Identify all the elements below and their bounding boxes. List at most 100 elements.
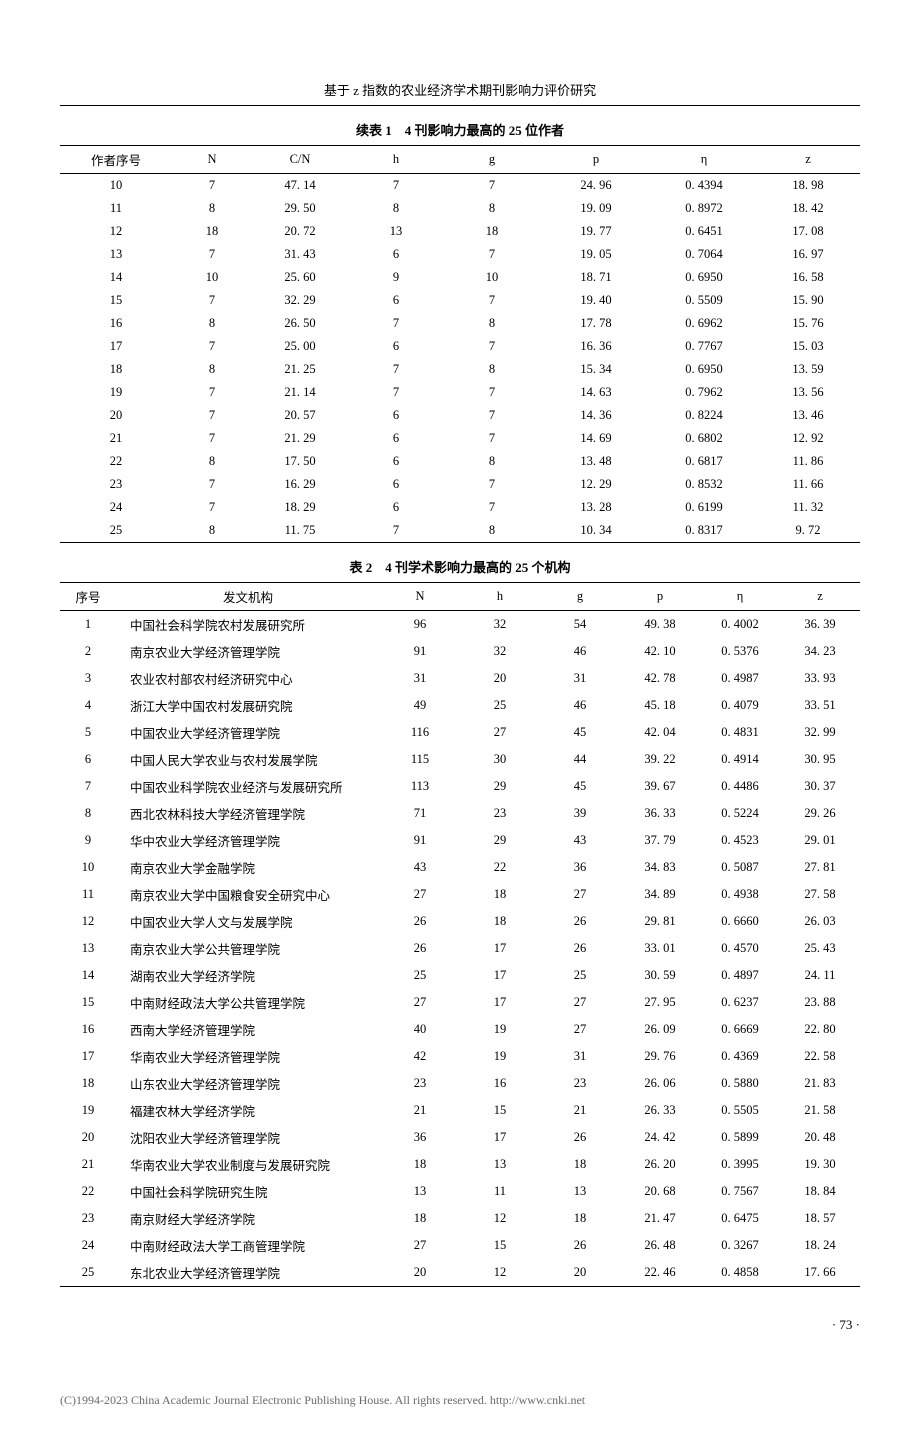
table-cell: 0. 4523 bbox=[700, 827, 780, 854]
table-cell: 11. 32 bbox=[756, 496, 860, 519]
table-cell: 91 bbox=[380, 827, 460, 854]
table-cell: 6 bbox=[348, 289, 444, 312]
table-cell: 0. 6802 bbox=[652, 427, 756, 450]
table-cell: 17. 66 bbox=[780, 1259, 860, 1287]
table-cell: 31 bbox=[380, 665, 460, 692]
table-row: 12中国农业大学人文与发展学院26182629. 810. 666026. 03 bbox=[60, 908, 860, 935]
table-cell: 18. 84 bbox=[780, 1178, 860, 1205]
table-cell: 34. 23 bbox=[780, 638, 860, 665]
table-cell: 19. 77 bbox=[540, 220, 652, 243]
table-row: 5中国农业大学经济管理学院116274542. 040. 483132. 99 bbox=[60, 719, 860, 746]
table-cell: 0. 6475 bbox=[700, 1205, 780, 1232]
table-cell: 19 bbox=[60, 381, 172, 404]
table-cell: 27 bbox=[460, 719, 540, 746]
table-cell: 113 bbox=[380, 773, 460, 800]
table-cell: 7 bbox=[172, 381, 252, 404]
table-cell: 22 bbox=[60, 450, 172, 473]
table-cell: 0. 5505 bbox=[700, 1097, 780, 1124]
table-row: 3农业农村部农村经济研究中心31203142. 780. 498733. 93 bbox=[60, 665, 860, 692]
table-cell: 15 bbox=[60, 989, 116, 1016]
table-cell: 0. 7962 bbox=[652, 381, 756, 404]
table-cell: 0. 8972 bbox=[652, 197, 756, 220]
table-cell: 26. 06 bbox=[620, 1070, 700, 1097]
table-cell: 116 bbox=[380, 719, 460, 746]
table-cell: 13 bbox=[460, 1151, 540, 1178]
table-cell: 农业农村部农村经济研究中心 bbox=[116, 665, 380, 692]
table-cell: 8 bbox=[172, 312, 252, 335]
table-cell: 18 bbox=[444, 220, 540, 243]
table-cell: 23 bbox=[380, 1070, 460, 1097]
table-row: 19721. 147714. 630. 796213. 56 bbox=[60, 381, 860, 404]
table-cell: 31 bbox=[540, 1043, 620, 1070]
table-cell: 25. 00 bbox=[252, 335, 348, 358]
table-cell: 中南财经政法大学公共管理学院 bbox=[116, 989, 380, 1016]
table-cell: 湖南农业大学经济学院 bbox=[116, 962, 380, 989]
table-cell: 20 bbox=[60, 404, 172, 427]
table-cell: 18. 29 bbox=[252, 496, 348, 519]
table1: 作者序号NC/Nhgpηz 10747. 147724. 960. 439418… bbox=[60, 145, 860, 543]
table-cell: 29. 50 bbox=[252, 197, 348, 220]
table-cell: 21. 25 bbox=[252, 358, 348, 381]
table-cell: 3 bbox=[60, 665, 116, 692]
table1-caption: 续表 1 4 刊影响力最高的 25 位作者 bbox=[60, 120, 860, 139]
table-cell: 7 bbox=[172, 473, 252, 496]
table-cell: 0. 4486 bbox=[700, 773, 780, 800]
table-cell: 0. 5899 bbox=[700, 1124, 780, 1151]
table-cell: 13 bbox=[348, 220, 444, 243]
table-cell: 25 bbox=[460, 692, 540, 719]
table-cell: 7 bbox=[172, 289, 252, 312]
table-cell: 29. 26 bbox=[780, 800, 860, 827]
table-cell: 23. 88 bbox=[780, 989, 860, 1016]
table-cell: 20. 72 bbox=[252, 220, 348, 243]
table-row: 15732. 296719. 400. 550915. 90 bbox=[60, 289, 860, 312]
table-cell: 27 bbox=[540, 881, 620, 908]
table-row: 23716. 296712. 290. 853211. 66 bbox=[60, 473, 860, 496]
table-cell: 8 bbox=[60, 800, 116, 827]
table-cell: 21 bbox=[60, 427, 172, 450]
table-cell: 42. 78 bbox=[620, 665, 700, 692]
table-cell: 沈阳农业大学经济管理学院 bbox=[116, 1124, 380, 1151]
table-cell: 13 bbox=[380, 1178, 460, 1205]
table-cell: 0. 5880 bbox=[700, 1070, 780, 1097]
table-cell: 13. 48 bbox=[540, 450, 652, 473]
table-cell: 49 bbox=[380, 692, 460, 719]
table-cell: 21. 29 bbox=[252, 427, 348, 450]
table-cell: 27. 95 bbox=[620, 989, 700, 1016]
table1-header-cell: η bbox=[652, 146, 756, 174]
table-cell: 东北农业大学经济管理学院 bbox=[116, 1259, 380, 1287]
table-row: 11南京农业大学中国粮食安全研究中心27182734. 890. 493827.… bbox=[60, 881, 860, 908]
table-cell: 南京农业大学经济管理学院 bbox=[116, 638, 380, 665]
table-row: 19福建农林大学经济学院21152126. 330. 550521. 58 bbox=[60, 1097, 860, 1124]
table-cell: 26 bbox=[540, 935, 620, 962]
table-cell: 6 bbox=[348, 496, 444, 519]
table-cell: 0. 4369 bbox=[700, 1043, 780, 1070]
table-row: 25811. 757810. 340. 83179. 72 bbox=[60, 519, 860, 543]
table2-caption: 表 2 4 刊学术影响力最高的 25 个机构 bbox=[60, 557, 860, 576]
table-cell: 17. 50 bbox=[252, 450, 348, 473]
table-cell: 26 bbox=[380, 935, 460, 962]
table-cell: 26. 20 bbox=[620, 1151, 700, 1178]
table-cell: 9 bbox=[60, 827, 116, 854]
table-row: 18山东农业大学经济管理学院23162326. 060. 588021. 83 bbox=[60, 1070, 860, 1097]
table-cell: 0. 4938 bbox=[700, 881, 780, 908]
table-cell: 27. 81 bbox=[780, 854, 860, 881]
table-cell: 7 bbox=[172, 404, 252, 427]
table-cell: 42. 10 bbox=[620, 638, 700, 665]
table-cell: 34. 83 bbox=[620, 854, 700, 881]
table-cell: 0. 6817 bbox=[652, 450, 756, 473]
table-cell: 0. 3267 bbox=[700, 1232, 780, 1259]
table-cell: 30 bbox=[460, 746, 540, 773]
table-cell: 山东农业大学经济管理学院 bbox=[116, 1070, 380, 1097]
table-cell: 23 bbox=[60, 1205, 116, 1232]
table-cell: 0. 5376 bbox=[700, 638, 780, 665]
table-cell: 24. 96 bbox=[540, 174, 652, 198]
table2-header-cell: N bbox=[380, 583, 460, 611]
table-cell: 10. 34 bbox=[540, 519, 652, 543]
table-cell: 0. 6669 bbox=[700, 1016, 780, 1043]
table-cell: 45 bbox=[540, 719, 620, 746]
table-cell: 13 bbox=[540, 1178, 620, 1205]
table-row: 9华中农业大学经济管理学院91294337. 790. 452329. 01 bbox=[60, 827, 860, 854]
table-cell: 5 bbox=[60, 719, 116, 746]
table-cell: 15 bbox=[60, 289, 172, 312]
table-cell: 43 bbox=[380, 854, 460, 881]
